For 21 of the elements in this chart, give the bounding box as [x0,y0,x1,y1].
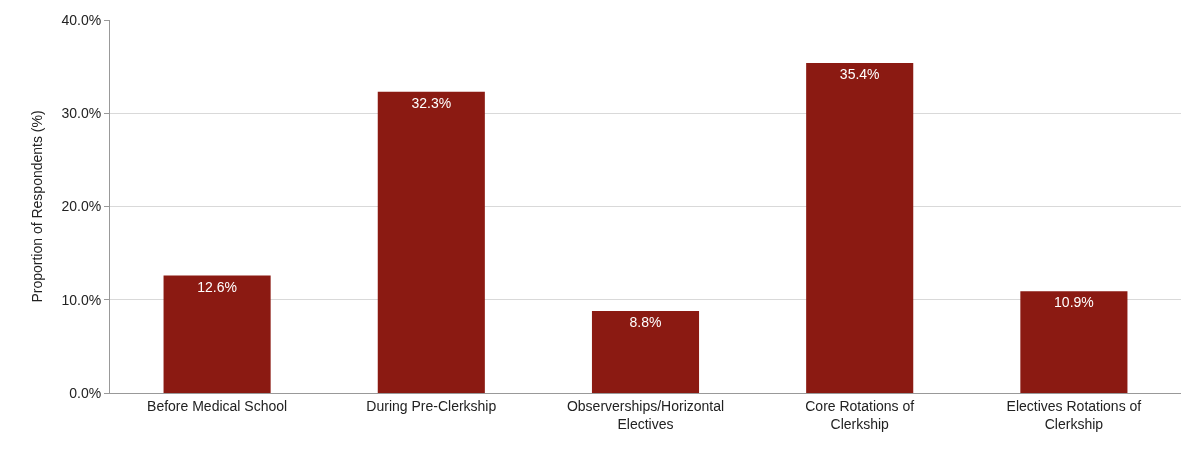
x-tick-label: Core Rotations of Clerkship [805,397,915,432]
bar [377,91,485,393]
data-label: 12.6% [197,278,237,295]
bar [163,275,271,393]
data-label: 8.8% [629,313,662,330]
y-tick-label: 40.0% [61,11,102,28]
y-tick-label: 10.0% [61,291,102,308]
x-tick-label: During Pre-Clerkship [366,397,497,414]
bar [1020,291,1128,393]
data-label: 32.3% [411,94,452,111]
y-axis-title: Proportion of Respondents (%) [29,110,46,303]
bar [591,310,700,393]
x-tick-label: Observerships/Horizontal Electives [566,397,725,432]
x-tick-label: Before Medical School [147,397,288,414]
data-label: 35.4% [839,65,880,82]
data-label: 10.9% [1054,294,1094,311]
y-tick-label: 0.0% [69,384,102,401]
y-tick-label: 30.0% [61,105,102,122]
bar [806,62,914,393]
y-tick-label: 20.0% [61,198,102,215]
x-tick-label: Electives Rotations of Clerkship [1006,397,1142,432]
